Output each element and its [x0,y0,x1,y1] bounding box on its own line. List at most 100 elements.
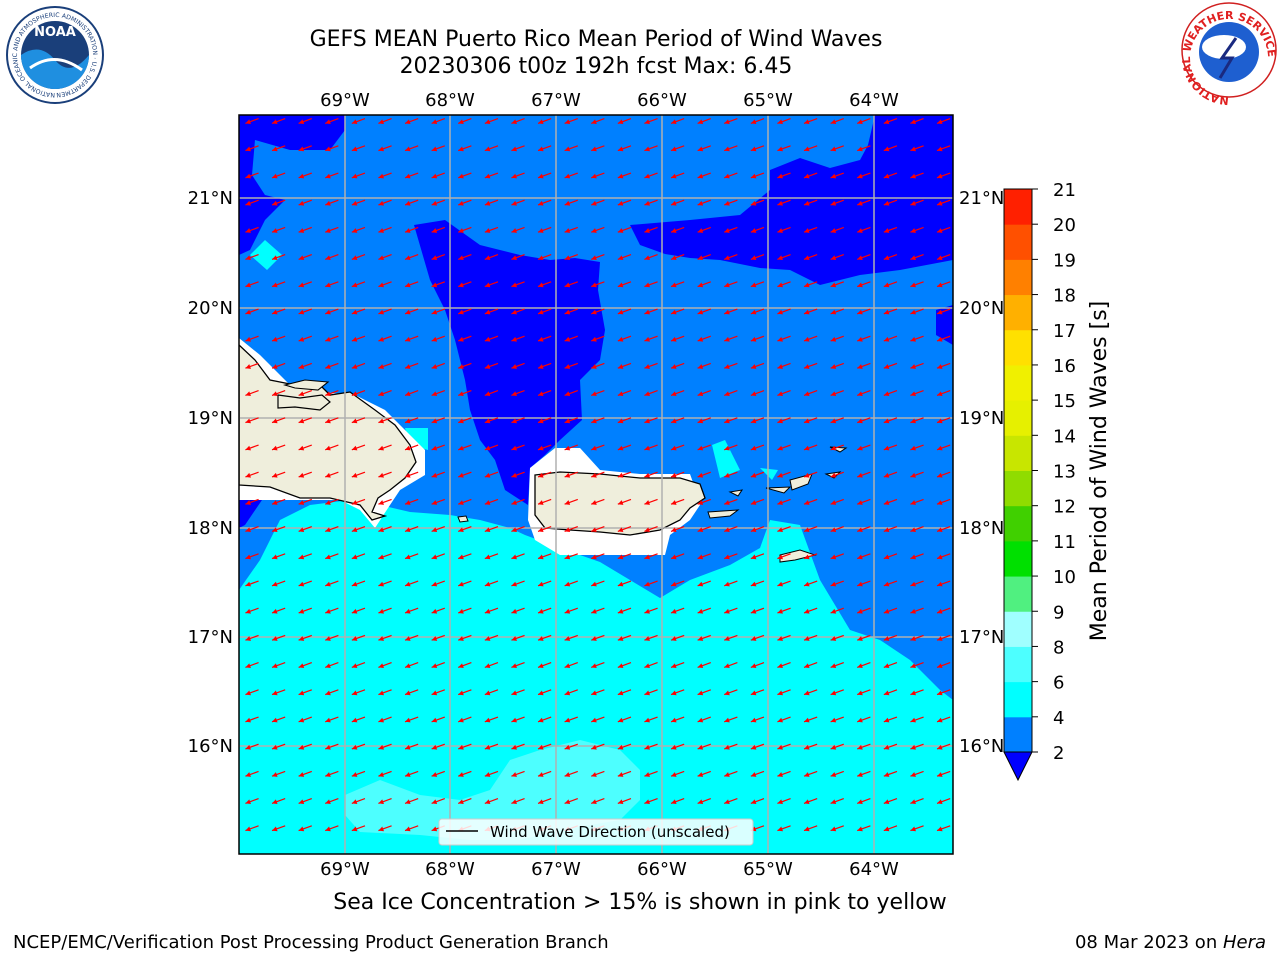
wind-arrow-head [405,799,411,805]
wind-arrow-head [484,418,491,424]
wind-arrow-head [564,717,571,723]
wind-arrow-head [378,309,384,315]
wind-arrow-head [777,554,783,560]
legend-label: Wind Wave Direction (unscaled) [490,823,730,841]
colorbar-segment [1004,470,1032,507]
wind-arrow-head [804,391,810,397]
colorbar-segment [1004,540,1032,577]
wind-arrow-head [378,255,384,261]
wind-arrow-head [245,391,251,397]
wind-arrow-head [857,228,863,233]
wind-arrow-head [750,472,757,478]
wind-arrow-head [724,391,730,397]
wind-arrow-head [910,744,916,750]
wind-arrow-head [431,445,438,451]
wind-arrow-head [458,418,464,424]
wind-arrow-head [644,282,650,288]
lat-label-left: 18°N [188,518,233,539]
wind-arrow-head [591,391,597,397]
wind-arrow-head [883,500,890,505]
wind-arrow-head [591,581,597,587]
wind-arrow-head [644,663,650,669]
wind-arrow-head [538,336,544,342]
wind-arrow-head [617,146,624,152]
wind-arrow-head [378,445,384,451]
wind-arrow-head [804,445,810,451]
wind-arrow-head [830,445,837,451]
wind-arrow-head [538,799,544,805]
wind-arrow-head [325,663,331,669]
wind-arrow-head [750,744,757,750]
wind-arrow-head [644,391,650,397]
wind-arrow-head [750,119,757,125]
wind-arrow-head [325,581,331,587]
lon-label-bottom: 69°W [320,859,370,880]
wind-arrow-head [405,663,411,669]
wind-arrow-head [511,500,517,505]
wind-arrow-head [777,173,783,179]
wind-arrow-head [272,119,278,125]
wind-arrow-head [750,581,757,587]
wind-arrow-head [857,418,863,424]
wind-arrow-head [617,119,624,125]
wind-arrow-head [697,554,704,560]
wind-arrow-head [883,744,890,750]
wind-arrow-head [724,336,730,342]
wind-arrow-head [325,799,331,805]
wind-arrow-head [511,608,517,614]
wind-arrow-head [617,690,624,696]
wind-arrow-head [298,744,305,750]
wind-arrow-head [830,527,837,533]
lon-label-top: 66°W [637,90,687,111]
wind-arrow-head [564,336,571,342]
wind-arrow-head [351,527,358,533]
wind-arrow-head [857,608,863,614]
wind-arrow-head [644,500,650,505]
wind-arrow-head [538,717,544,723]
wind-arrow-head [857,581,863,587]
wind-arrow-head [245,146,251,152]
footer-credit: NCEP/EMC/Verification Post Processing Pr… [13,932,609,953]
footer-date-text: 08 Mar 2023 on [1074,932,1223,953]
wind-arrow-head [910,690,916,696]
wind-arrow-head [750,228,757,233]
wind-arrow-head [511,472,517,478]
wind-arrow-head [617,228,624,233]
wind-arrow-head [378,690,384,696]
wind-arrow-head [857,663,863,669]
wind-arrow-head [378,173,384,179]
wind-arrow-head [298,228,305,233]
map-plot [239,115,953,854]
wind-arrow-head [245,472,251,478]
wind-arrow-head [484,445,491,451]
wind-arrow-head [564,527,571,533]
wind-arrow-head [617,391,624,397]
wind-arrow-head [298,554,305,560]
wind-arrow-head [724,554,730,560]
wind-arrow-head [804,255,810,261]
wind-arrow-head [511,282,517,288]
wind-arrow-head [431,472,438,478]
wind-arrow-head [910,581,916,587]
wind-arrow-head [298,282,305,288]
wind-arrow-head [830,826,837,832]
lat-labels-right: 21°N 20°N 19°N 18°N 17°N 16°N [959,188,1004,757]
wind-arrow-head [484,364,491,369]
wind-arrow-head [325,364,331,369]
wind-arrow-head [458,173,464,179]
noaa-logo: NOAA NATIONAL OCEANIC AND ATMOSPHERIC AD… [0,0,104,104]
wind-arrow-head [910,255,916,261]
wind-arrow-head [484,255,491,261]
wind-arrow-head [591,527,597,533]
wind-arrow-head [378,636,384,641]
wind-arrow-head [750,799,757,805]
wind-arrow-head [325,200,331,206]
wind-arrow-head [671,445,677,451]
wind-arrow-head [883,772,890,777]
wind-arrow-head [511,418,517,424]
wind-arrow-head [405,255,411,261]
wind-arrow-head [830,418,837,424]
colorbar-tick-label: 2 [1053,743,1064,764]
wind-arrow-head [564,391,571,397]
wind-arrow-head [511,119,517,125]
